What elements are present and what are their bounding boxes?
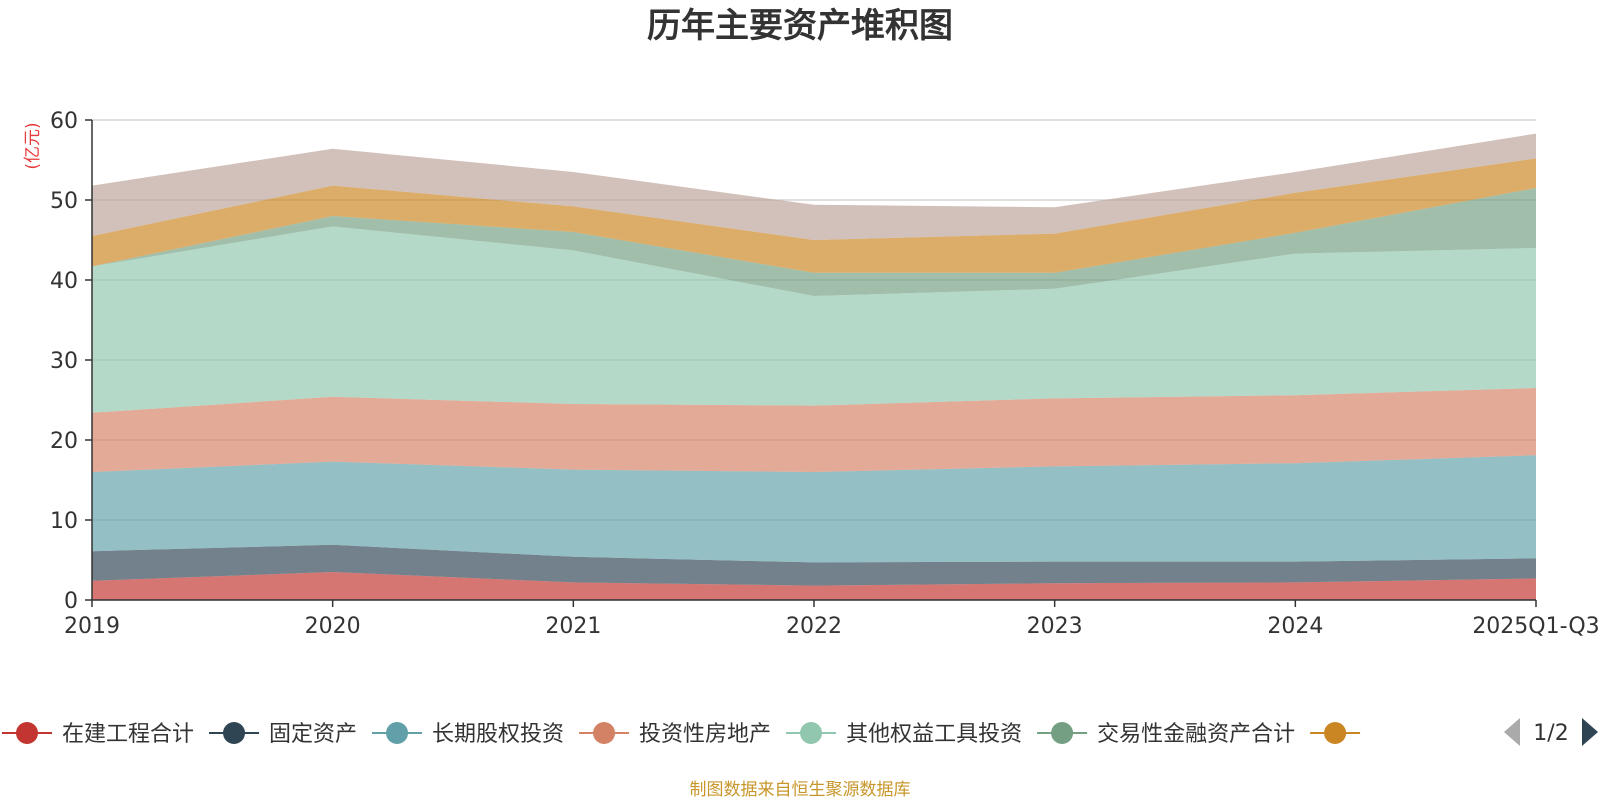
legend-item-2[interactable]: 固定资产	[209, 722, 357, 747]
area-series-1	[92, 572, 1536, 600]
y-tick-label: 30	[50, 349, 78, 374]
x-tick-label: 2022	[786, 614, 842, 639]
y-tick-label: 10	[50, 509, 78, 534]
area-series-8	[92, 133, 1536, 240]
y-tick-label: 40	[50, 269, 78, 294]
legend-marker-icon	[1051, 722, 1074, 744]
area-series-3	[92, 455, 1536, 563]
legend-marker-icon	[593, 722, 616, 744]
axes: 0 10 20 30 40 50 60 2019 2020 2021 2022 2023 2024 202…	[50, 109, 1600, 639]
legend-label: 投资性房地产	[639, 722, 771, 747]
legend-item-4[interactable]: 投资性房地产	[579, 722, 771, 747]
y-axis-label: (亿元)	[23, 122, 43, 169]
chart-title: 历年主要资产堆积图	[647, 6, 953, 46]
legend-label: 长期股权投资	[432, 722, 564, 747]
legend-marker-icon	[800, 722, 823, 744]
x-tick-label: 2019	[64, 614, 120, 639]
legend-label: 在建工程合计	[62, 722, 194, 747]
x-tick-label: 2021	[545, 614, 601, 639]
y-tick-label: 60	[50, 109, 78, 134]
y-tick-label: 50	[50, 189, 78, 214]
area-series-6	[92, 188, 1536, 296]
legend-item-5[interactable]: 其他权益工具投资	[786, 722, 1022, 747]
area-series-7	[92, 158, 1536, 273]
legend-marker-icon	[223, 722, 246, 744]
area-series-2	[92, 544, 1536, 586]
legend-marker-icon	[1324, 722, 1347, 744]
area-series	[92, 133, 1536, 600]
legend-marker-icon	[386, 722, 409, 744]
legend-label: 交易性金融资产合计	[1097, 722, 1295, 747]
legend-prev-arrow-icon[interactable]	[1504, 718, 1520, 746]
legend-label: 其他权益工具投资	[846, 722, 1022, 747]
y-tick-label: 0	[64, 589, 78, 614]
legend-item-6[interactable]: 交易性金融资产合计	[1037, 722, 1295, 747]
legend: 在建工程合计 固定资产 长期股权投资 投资性房地产 其他权益工具投资 交易性金融资产合计	[2, 722, 1361, 747]
legend-item-7[interactable]	[1310, 722, 1361, 744]
x-tick-label: 2024	[1267, 614, 1323, 639]
data-source-note: 制图数据来自恒生聚源数据库	[690, 780, 911, 800]
legend-item-3[interactable]: 长期股权投资	[372, 722, 564, 747]
area-series-5	[92, 226, 1536, 413]
x-tick-label: 2020	[305, 614, 361, 639]
legend-page-indicator: 1/2	[1533, 721, 1568, 746]
area-series-4	[92, 388, 1536, 472]
legend-label: 固定资产	[269, 722, 357, 747]
legend-pager: 1/2	[1504, 718, 1598, 746]
y-tick-label: 20	[50, 429, 78, 454]
legend-marker-icon	[16, 722, 38, 744]
x-tick-label: 2025Q1-Q3	[1472, 614, 1599, 639]
legend-next-arrow-icon[interactable]	[1582, 718, 1598, 746]
legend-item-1[interactable]: 在建工程合计	[2, 722, 194, 747]
x-tick-label: 2023	[1027, 614, 1083, 639]
